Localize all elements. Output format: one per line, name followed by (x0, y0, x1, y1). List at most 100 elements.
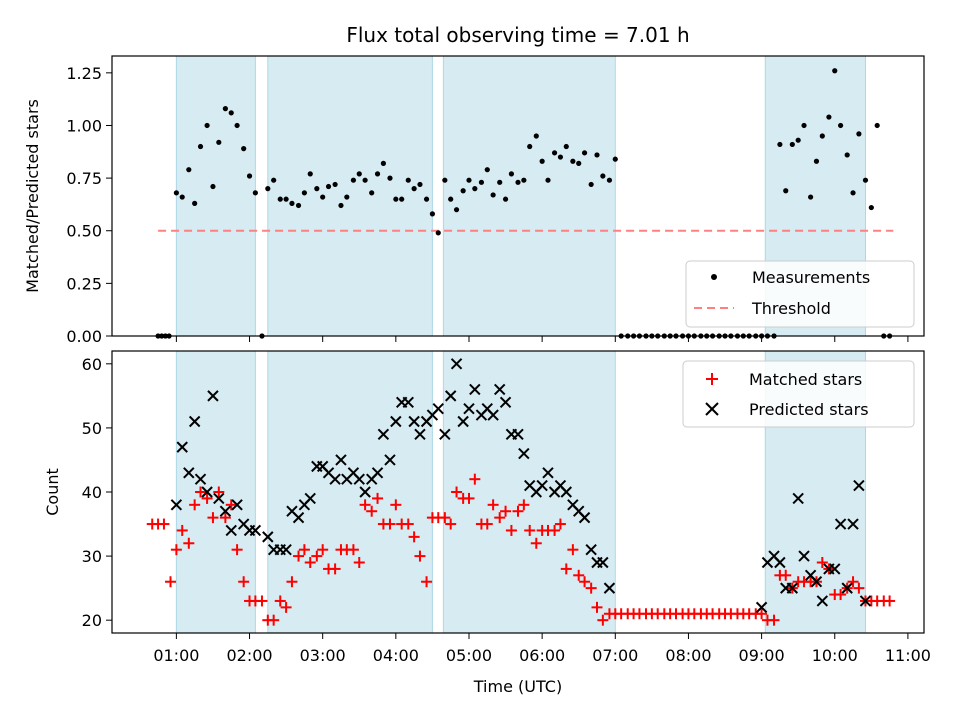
observing-interval (267, 55, 433, 337)
matched-star-marker (408, 531, 420, 543)
observing-interval (267, 350, 433, 634)
predicted-star-marker (335, 454, 347, 466)
marker-stroke (597, 556, 609, 569)
matched-star-marker (847, 576, 859, 588)
matched-star-marker (512, 505, 524, 517)
marker-stroke (280, 543, 292, 556)
marker-stroke (853, 479, 865, 492)
matched-star-marker (280, 601, 292, 613)
measurement-point (490, 192, 496, 198)
matched-star-marker (183, 537, 195, 549)
predicted-star-marker (304, 492, 316, 505)
measurement-point (325, 183, 332, 190)
matched-star-marker (176, 524, 188, 536)
marker-stroke (201, 486, 213, 498)
marker-stroke (183, 467, 195, 479)
marker-stroke (414, 428, 426, 441)
predicted-star-marker (280, 543, 292, 556)
bottom-ytick-label: 50 (82, 419, 102, 438)
predicted-star-marker (231, 499, 243, 511)
marker-stroke (384, 454, 396, 466)
measurement-point (271, 177, 277, 183)
matched-star-marker (311, 550, 323, 562)
measurement-point (581, 150, 588, 156)
marker-stroke (377, 428, 390, 441)
marker-stroke (798, 550, 810, 562)
matched-star-marker (549, 524, 561, 536)
top-ytick-label: 0.00 (66, 327, 102, 346)
marker-stroke (755, 601, 768, 614)
measurement-point (466, 177, 472, 183)
measurement-point (789, 141, 795, 148)
matched-star-marker (524, 524, 536, 536)
predicted-star-marker (262, 531, 274, 543)
matched-star-marker (293, 550, 305, 562)
predicted-star-marker (853, 479, 865, 492)
matched-star-marker (780, 569, 792, 581)
matched-star-marker (756, 608, 768, 620)
legend-marker-predicted (705, 402, 719, 416)
measurement-point (515, 179, 521, 185)
measurement-point (813, 158, 820, 164)
matched-star-marker (500, 505, 512, 517)
marker-stroke (829, 563, 841, 575)
predicted-star-marker (536, 479, 548, 492)
xtick-label: 04:00 (373, 646, 419, 665)
xtick-label: 10:00 (812, 646, 858, 665)
marker-stroke (585, 543, 597, 556)
measurement-point (369, 190, 375, 196)
measurement-point (241, 146, 247, 152)
measurement-point (612, 156, 618, 162)
predicted-star-marker (207, 390, 219, 402)
xtick-label: 11:00 (885, 646, 931, 665)
bottom-ylabel: Count (43, 468, 62, 516)
measurement-point (197, 143, 204, 150)
xtick-label: 07:00 (592, 646, 638, 665)
marker-stroke (262, 531, 274, 543)
measurement-point (429, 211, 436, 217)
marker-stroke (560, 486, 572, 498)
matched-star-marker (366, 505, 378, 517)
measurement-point (423, 196, 430, 202)
measurement-point (228, 110, 234, 116)
measurement-point (874, 122, 880, 129)
measurement-point (320, 194, 326, 200)
predicted-star-marker (194, 473, 207, 485)
matched-star-marker (189, 499, 201, 511)
predicted-star-marker (408, 415, 420, 428)
predicted-star-marker (463, 402, 475, 415)
predicted-star-marker (292, 511, 305, 524)
legend-marker-matched (706, 373, 718, 385)
predicted-star-marker (603, 582, 616, 594)
measurement-point (210, 183, 216, 190)
measurement-point (460, 188, 466, 194)
measurement-point (502, 196, 509, 202)
matched-star-marker (207, 512, 219, 524)
measurement-point (265, 186, 271, 192)
marker-stroke (494, 383, 506, 396)
marker-stroke (450, 358, 463, 370)
measurement-point (777, 141, 783, 148)
measurement-point (521, 177, 527, 183)
measurement-point (435, 230, 441, 236)
predicted-star-marker (786, 582, 799, 594)
marker-stroke (329, 473, 341, 485)
measurement-point (417, 181, 423, 188)
predicted-star-marker (225, 524, 237, 537)
measurement-point (374, 171, 381, 177)
matched-star-marker (329, 563, 341, 575)
matched-star-marker (591, 601, 603, 613)
matched-star-marker (158, 518, 170, 530)
measurement-point (283, 196, 289, 202)
matched-star-marker (554, 518, 566, 530)
measurement-point (819, 133, 825, 139)
predicted-star-marker (578, 511, 591, 524)
measurement-point (484, 167, 490, 173)
measurement-point (808, 194, 814, 200)
marker-stroke (518, 447, 530, 460)
measurement-point (411, 186, 417, 192)
xtick-label: 03:00 (300, 646, 346, 665)
measurement-point (533, 133, 539, 139)
top-ytick-label: 0.50 (66, 222, 102, 241)
